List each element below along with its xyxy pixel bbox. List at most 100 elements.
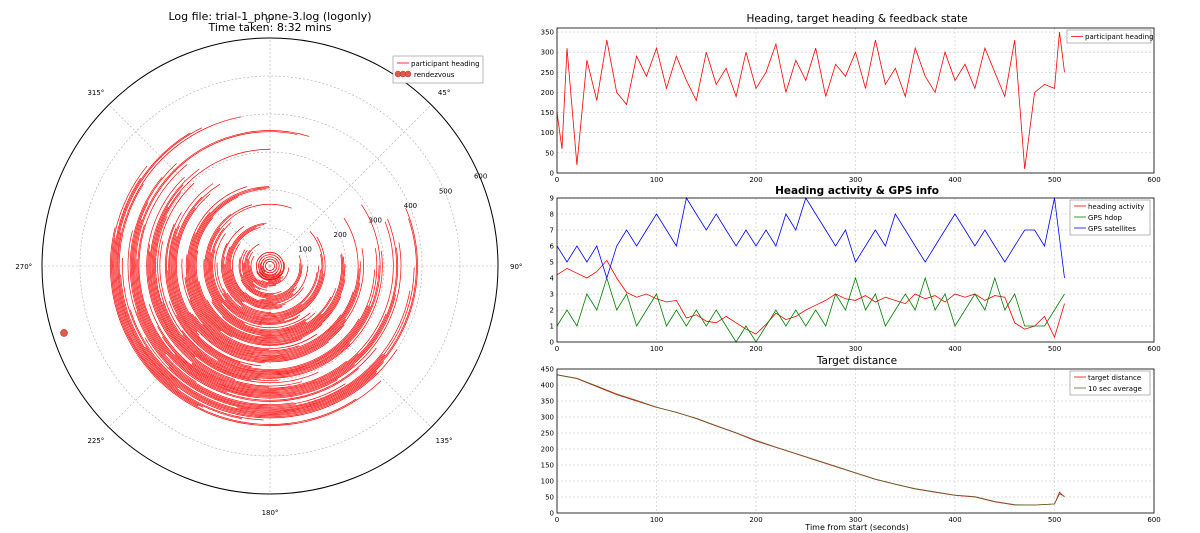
polar-legend-rendezvous-label: rendezvous <box>414 71 455 79</box>
heading-arc-111 <box>232 243 308 304</box>
p1-xtick-100: 100 <box>650 176 663 184</box>
heading-arc-77 <box>194 217 346 342</box>
heading-arc-136 <box>259 263 277 277</box>
heading-arc-99 <box>226 269 321 318</box>
heading-arc-55 <box>170 225 200 336</box>
p2-xtick-0: 0 <box>555 345 559 353</box>
heading-arc-59 <box>174 207 345 362</box>
distance-panel-title: Target distance <box>816 355 897 367</box>
p2-xtick-600: 600 <box>1147 345 1160 353</box>
p1-xtick-600: 600 <box>1147 176 1160 184</box>
heading-arc-52 <box>167 270 252 368</box>
heading-arc-38 <box>151 206 196 358</box>
activity-legend-label-heading: heading activity <box>1088 203 1144 211</box>
heading-arc-104 <box>224 263 243 303</box>
heading-arc-88 <box>206 227 245 324</box>
activity-legend: heading activity GPS hdop GPS satellites <box>1069 199 1151 236</box>
heading-arc-47 <box>217 305 371 375</box>
polar-ring-300 <box>155 151 385 381</box>
p3-ytick-400: 400 <box>541 382 554 390</box>
heading-arc-131 <box>268 276 282 282</box>
heading-arc-63 <box>194 261 361 357</box>
heading-arc-126 <box>248 261 268 288</box>
heading-arc-7 <box>117 116 398 419</box>
p2-xtick-100: 100 <box>650 345 663 353</box>
heading-arc-83 <box>211 296 332 335</box>
polar-spoke-315 <box>108 104 271 267</box>
polar-ring-200 <box>193 189 347 343</box>
p2-series-2 <box>556 196 1065 280</box>
heading-arc-120 <box>241 250 282 295</box>
heading-arc-127 <box>249 265 277 287</box>
heading-arc-10 <box>145 346 384 415</box>
heading-arc-123 <box>245 243 268 291</box>
p1-xtick-500: 500 <box>1048 176 1061 184</box>
heading-arc-21 <box>133 219 166 355</box>
p2-frame <box>556 197 1155 343</box>
polar-legend-box <box>392 55 484 84</box>
heading-arc-93 <box>212 249 301 324</box>
p3-series-1 <box>556 374 1065 506</box>
polar-title-line-1: Log file: trial-1_phone-3.log (logonly) <box>168 10 371 23</box>
heading-arc-92 <box>211 222 299 325</box>
heading-arc-130 <box>261 275 284 284</box>
p2-series-1 <box>556 276 1065 343</box>
p3-xtick-400: 400 <box>948 516 961 524</box>
heading-arc-125 <box>247 251 268 289</box>
p2-xtick-500: 500 <box>1048 345 1061 353</box>
p2-ytick-2: 2 <box>550 307 554 315</box>
p3-ytick-0: 0 <box>550 510 554 518</box>
p2-series-0 <box>556 259 1065 339</box>
heading-arc-87 <box>205 204 306 331</box>
p1-ytick-250: 250 <box>541 69 554 77</box>
p3-frame <box>556 368 1155 514</box>
heading-arc-36 <box>149 168 303 387</box>
heading-arc-60 <box>176 193 364 360</box>
p2-ytick-4: 4 <box>550 275 555 283</box>
polar-radius-label-400: 400 <box>404 202 417 210</box>
heading-arc-132 <box>256 261 285 281</box>
p3-xtick-200: 200 <box>749 516 762 524</box>
polar-radius-label-200: 200 <box>334 231 347 239</box>
p2-ytick-6: 6 <box>550 243 555 251</box>
p3-ytick-450: 450 <box>541 366 554 374</box>
heading-arc-109 <box>229 226 304 307</box>
heading-arc-54 <box>169 183 261 367</box>
heading-arc-82 <box>222 288 337 336</box>
p3-xtick-300: 300 <box>849 516 862 524</box>
p2-ytick-5: 5 <box>550 259 554 267</box>
heading-arc-53 <box>168 228 241 364</box>
heading-arc-44 <box>182 334 351 378</box>
heading-arc-64 <box>202 268 360 356</box>
heading-arc-8 <box>118 183 377 418</box>
heading-arc-79 <box>198 253 344 340</box>
p2-ytick-7: 7 <box>550 227 554 235</box>
heading-arc-43 <box>157 182 383 379</box>
heading-arc-65 <box>181 217 359 355</box>
polar-radius-label-100: 100 <box>298 245 311 253</box>
heading-arc-50 <box>165 223 375 371</box>
heading-arc-100 <box>241 303 302 316</box>
heading-panel: Heading, target heading & feedback state… <box>541 13 1161 184</box>
heading-arc-90 <box>209 251 223 304</box>
heading-arc-39 <box>152 148 319 384</box>
heading-arc-17 <box>136 311 296 408</box>
polar-ring-100 <box>231 227 309 305</box>
heading-arc-41 <box>155 216 279 381</box>
heading-arc-15 <box>168 353 384 410</box>
heading-arc-114 <box>261 286 298 301</box>
polar-labels: 0° 45° 90° 135° 180° 225° 270° 315° 100 200 300 400… <box>15 17 522 517</box>
activity-legend-label-hdop: GPS hdop <box>1088 214 1122 222</box>
heading-loop-1 <box>262 258 278 274</box>
heading-arc-116 <box>240 264 303 299</box>
p1-xtick-400: 400 <box>948 176 961 184</box>
p3-ytick-100: 100 <box>541 478 554 486</box>
heading-legend-box <box>1066 29 1152 44</box>
heading-arc-78 <box>195 250 345 341</box>
heading-arc-6 <box>116 232 179 389</box>
p3-xtick-600: 600 <box>1147 516 1160 524</box>
heading-arc-91 <box>210 227 262 326</box>
p1-xtick-300: 300 <box>849 176 862 184</box>
polar-angle-label-4: 180° <box>262 509 279 517</box>
